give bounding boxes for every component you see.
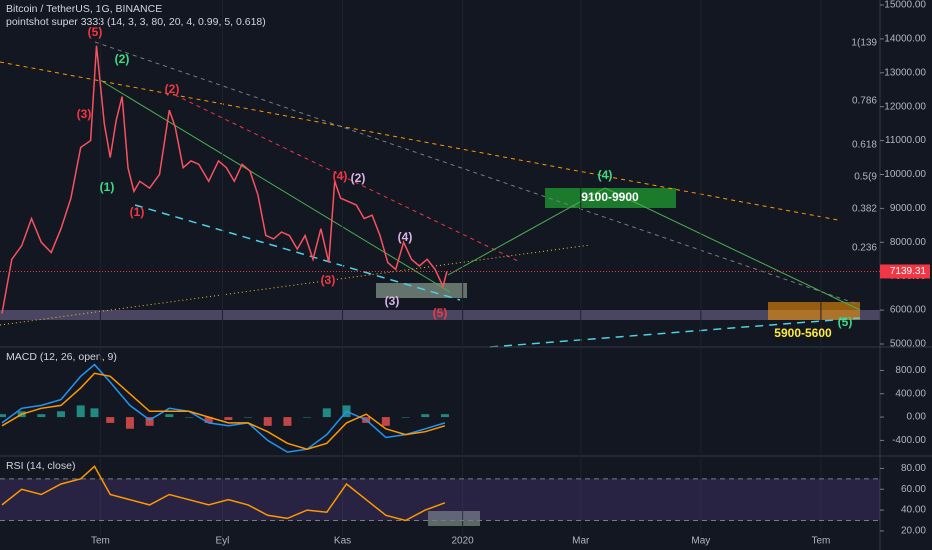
histogram-bar [165, 414, 174, 418]
y-tick-label: 10000.00 [884, 169, 926, 180]
x-tick-label: Eyl [216, 536, 230, 547]
fib-label: 0.236 [852, 243, 877, 254]
histogram-bar [184, 417, 193, 418]
histogram-bar [90, 408, 99, 418]
wave-label: (2) [165, 82, 180, 96]
fib-label: 0.786 [852, 96, 877, 107]
histogram-bar [303, 417, 312, 418]
support-zone [0, 310, 880, 320]
wave-zone [376, 283, 467, 298]
y-tick-label: 8000.00 [890, 237, 927, 248]
channel-line [489, 317, 861, 348]
histogram-bar [263, 417, 272, 426]
y-tick-label: 800.00 [895, 365, 926, 376]
x-tick-label: May [691, 536, 710, 547]
wave-label: (5) [838, 315, 853, 329]
wave-label: (4) [598, 168, 613, 182]
histogram-bar [37, 414, 46, 418]
histogram-bar [224, 417, 233, 420]
y-tick-label: 11000.00 [885, 135, 926, 146]
macd-title: MACD (12, 26, open, 9) [6, 351, 117, 363]
y-tick-label: 400.00 [895, 388, 926, 399]
histogram-bar [401, 417, 410, 418]
x-tick-label: Tem [811, 536, 830, 547]
wave-label: (3) [321, 273, 336, 287]
wave-label: 9100-9900 [581, 190, 639, 204]
histogram-bar [381, 417, 390, 426]
histogram-bar [145, 417, 154, 426]
trend-line [99, 79, 451, 293]
wave-label: (5) [88, 25, 103, 39]
series-line [1, 363, 446, 453]
y-tick-label: 15000.00 [884, 0, 926, 11]
wave-label: (2) [115, 52, 130, 66]
histogram-bar [0, 414, 6, 418]
histogram-bar [283, 417, 292, 426]
wave-label: (2) [351, 171, 366, 185]
last-price-label: 7139.31 [890, 266, 927, 277]
wave-label: (3) [77, 107, 92, 121]
fib-label: 0.618 [852, 140, 877, 151]
wave-label: (4) [398, 230, 413, 244]
channel-line [134, 204, 461, 301]
x-tick-label: Mar [572, 536, 590, 547]
y-tick-label: -400.00 [892, 435, 926, 446]
fib-label: 0.382 [852, 204, 877, 215]
histogram-bar [57, 411, 66, 418]
x-tick-label: Tem [91, 536, 110, 547]
y-tick-label: 13000.00 [884, 67, 926, 78]
target-zone [768, 302, 860, 320]
y-tick-label: 6000.00 [890, 305, 927, 316]
series-line [1, 465, 446, 522]
y-tick-label: 14000.00 [884, 34, 926, 45]
histogram-bar [204, 417, 213, 423]
y-tick-label: 40.00 [901, 505, 926, 516]
histogram-bar [440, 414, 449, 418]
series-line [1, 372, 446, 450]
series-line [1, 45, 448, 314]
histogram-bar [244, 417, 253, 418]
chart-title: Bitcoin / TetherUS, 1G, BINANCE [6, 3, 162, 15]
histogram-bar [106, 417, 115, 423]
histogram-bar [76, 405, 85, 418]
wave-label: (5) [433, 306, 448, 320]
y-tick-label: 0.00 [907, 412, 927, 423]
y-tick-label: 5000.00 [890, 339, 927, 350]
trend-line [0, 244, 591, 326]
y-tick-label: 9000.00 [890, 203, 927, 214]
y-tick-label: 12000.00 [884, 101, 926, 112]
histogram-bar [322, 408, 331, 418]
histogram-bar [125, 417, 134, 429]
y-tick-label: 20.00 [901, 526, 926, 537]
y-tick-label: 80.00 [901, 463, 926, 474]
last-price-box [880, 264, 930, 279]
wave-label: (1) [130, 205, 145, 219]
fib-label: 0.5(9 [854, 172, 877, 183]
histogram-bar [421, 414, 430, 418]
rsi-band [0, 478, 880, 521]
indicator-label: pointshot super 3333 (14, 3, 3, 80, 20, … [6, 16, 266, 28]
trend-line [94, 41, 861, 306]
fib-label: 1(139 [851, 38, 877, 49]
wave-label: (3) [385, 294, 400, 308]
wave-label: 5900-5600 [774, 326, 832, 340]
x-tick-label: 2020 [452, 536, 475, 547]
wave-label: (4) [333, 169, 348, 183]
projection-path [447, 187, 861, 311]
rsi-title: RSI (14, close) [6, 460, 75, 472]
wave-label: (1) [100, 180, 115, 194]
rsi-zone [428, 511, 480, 526]
y-tick-label: 60.00 [901, 484, 926, 495]
trend-line [0, 61, 839, 221]
x-tick-label: Kas [334, 536, 351, 547]
